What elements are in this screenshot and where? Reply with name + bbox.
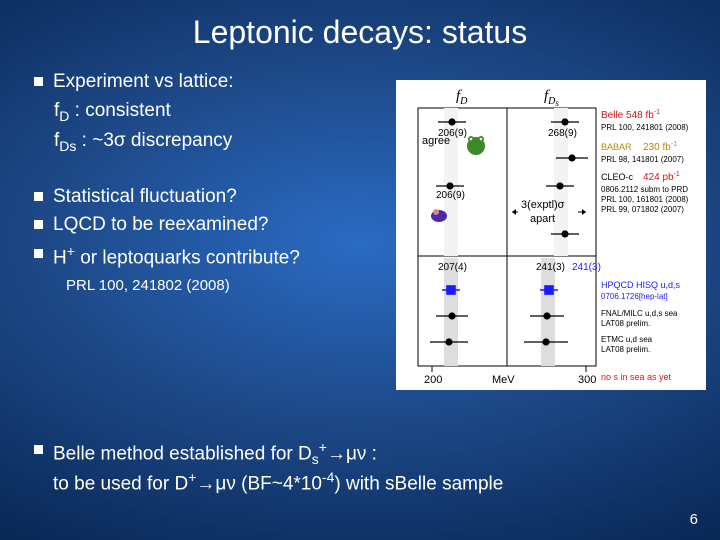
chart-val-206b: 206(9) xyxy=(436,190,465,201)
chart-ax-200: 200 xyxy=(424,374,442,386)
slide-title: Leptonic decays: status xyxy=(0,0,720,51)
bullet-icon xyxy=(34,220,43,229)
text-stat-fluct: Statistical fluctuation? xyxy=(53,185,237,210)
chart-header-fd: fD xyxy=(456,88,468,107)
chart-header-fds: fDs xyxy=(544,88,559,108)
text-exp-vs-lattice: Experiment vs lattice: xyxy=(53,70,234,95)
chart-anno-cleo-r2: PRL 100, 161801 (2008) xyxy=(601,195,689,204)
chart-val-241a: 241(3) xyxy=(536,262,565,273)
chart-anno-fnal1: FNAL/MILC u,d,s sea xyxy=(601,309,678,318)
chart-anno-nos: no s in sea as yet xyxy=(601,372,672,382)
chart-ax-300: 300 xyxy=(578,374,596,386)
text-fd-consistent: fD : consistent xyxy=(54,99,171,125)
text-belle-method-1: Belle method established for Ds+→μν : xyxy=(53,438,503,468)
chart-label-apart: apart xyxy=(530,213,555,225)
chart-anno-belle: Belle 548 fb-1 xyxy=(601,109,660,121)
chart-label-3sigma: 3(exptl)σ xyxy=(521,199,565,211)
chart-anno-babar: BABAR xyxy=(601,142,632,152)
chart-anno-etmc1: ETMC u,d sea xyxy=(601,335,653,344)
bullet-icon xyxy=(34,77,43,86)
chart-anno-babar-lumi: 230 fb-1 xyxy=(643,141,677,153)
chart-val-241b: 241(3) xyxy=(572,262,601,273)
chart-anno-cleo-lumi: 424 pb-1 xyxy=(643,171,680,183)
chart-anno-cleo-r3: PRL 99, 071802 (2007) xyxy=(601,205,684,214)
chart-val-207: 207(4) xyxy=(438,262,467,273)
leptonic-decay-chart: fD fDs agree 3(exptl)σ apart 206(9) 26 xyxy=(396,80,706,390)
chart-val-268: 268(9) xyxy=(548,128,577,139)
chart-anno-etmc2: LAT08 prelim. xyxy=(601,345,650,354)
chart-anno-cleo-r1: 0806.2112 subm to PRD xyxy=(601,185,688,194)
text-prl-ref: PRL 100, 241802 (2008) xyxy=(66,277,394,294)
chart-anno-fnal2: LAT08 prelim. xyxy=(601,319,650,328)
chart-anno-cleo: CLEO-c xyxy=(601,172,634,182)
text-fds-discrepancy: fDs : ~3σ discrepancy xyxy=(54,129,232,155)
chart-val-206: 206(9) xyxy=(438,128,467,139)
bullet-icon xyxy=(34,445,43,454)
chart-anno-belle-ref: PRL 100, 241801 (2008) xyxy=(601,123,689,132)
text-hplus: H+ or leptoquarks contribute? xyxy=(53,242,300,271)
bullet-icon xyxy=(34,249,43,258)
chart-anno-babar-ref: PRL 98, 141801 (2007) xyxy=(601,155,684,164)
chart-anno-hpqcd2: 0706.1726[hep-lat] xyxy=(601,292,668,301)
chart-anno-hpqcd1: HPQCD HISQ u,d,s xyxy=(601,280,681,290)
chart-ax-mev: MeV xyxy=(492,374,515,386)
bullet-icon xyxy=(34,192,43,201)
text-belle-method-2: to be used for D+→μν (BF~4*10-4) with sB… xyxy=(53,468,503,497)
text-lqcd: LQCD to be reexamined? xyxy=(53,213,268,238)
page-number: 6 xyxy=(690,511,698,528)
